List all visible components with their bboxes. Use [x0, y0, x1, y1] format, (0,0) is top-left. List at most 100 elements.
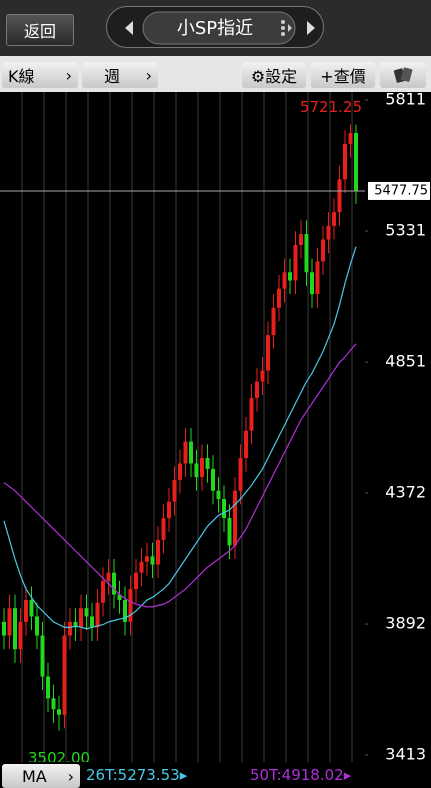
candle-body	[62, 635, 67, 715]
candle-body	[57, 709, 61, 715]
legend-name: 26T	[86, 766, 118, 784]
candle-body	[238, 458, 243, 491]
candle-body	[271, 307, 276, 336]
chart: 5811 5331 4851 4372 3892 3413 5477.75 5721.25 35…	[0, 92, 430, 762]
y-tick-label: 4372	[385, 482, 426, 501]
legend-entry: 50T4918.02▸	[250, 766, 351, 784]
settings-button[interactable]: ⚙設定	[242, 62, 306, 88]
candle-body	[101, 580, 105, 603]
candle-body	[112, 572, 116, 595]
y-tick-label: 4851	[385, 352, 426, 371]
candle-body	[227, 518, 232, 546]
candle-body	[73, 621, 78, 628]
indicator-label: MA	[22, 766, 47, 786]
back-button[interactable]: 返回	[6, 14, 74, 46]
candle-body	[40, 635, 45, 677]
top-bar: 返回 小SP指近	[0, 0, 431, 56]
candle-body	[266, 335, 270, 371]
rotate-button[interactable]	[380, 62, 426, 88]
candle-body	[310, 272, 314, 295]
candle-body	[337, 179, 342, 213]
candle-body	[156, 539, 160, 565]
candle-body	[128, 589, 133, 622]
symbol-selector[interactable]: 小SP指近	[106, 6, 324, 48]
candle-body	[326, 225, 331, 240]
candle-body	[79, 608, 83, 628]
candle-body	[51, 698, 56, 710]
y-tick-label: 5331	[385, 221, 426, 240]
candle-body	[90, 616, 94, 628]
candle-body	[288, 272, 292, 281]
candle-body	[189, 441, 193, 464]
dropdown-arrow: ›	[145, 65, 152, 85]
candle-body	[277, 288, 281, 308]
candle-body	[35, 616, 39, 636]
candle-body	[145, 556, 149, 562]
extreme-label: 5721.25	[300, 98, 362, 116]
candle-body	[321, 239, 325, 262]
legend-name: 50T	[250, 766, 282, 784]
candle-body	[205, 458, 210, 469]
last-price-box	[368, 181, 430, 200]
toolbar: K線 › 週 › ⚙設定 +查價	[0, 56, 431, 92]
candle-body	[24, 600, 28, 622]
extreme-label: 3502.00	[28, 749, 90, 762]
ma-line	[3, 343, 357, 608]
vertical-grid	[21, 92, 353, 762]
candle-body	[233, 490, 237, 546]
candle-body	[348, 132, 353, 144]
chart-type-label: K線	[8, 67, 35, 86]
y-tick-label: 3892	[385, 614, 426, 633]
chart-type-button[interactable]: K線 ›	[2, 62, 78, 88]
candle-body	[293, 244, 298, 281]
candle-body	[282, 272, 287, 289]
y-tick-label: 3413	[385, 744, 426, 762]
y-tick-label: 5811	[385, 92, 426, 108]
candle-body	[13, 608, 17, 650]
candle-body	[332, 212, 336, 226]
candle-body	[244, 430, 248, 459]
candle-body	[354, 132, 358, 191]
candle-body	[260, 370, 265, 382]
candle-body	[84, 608, 89, 617]
candle-body	[29, 600, 34, 617]
candle-body	[299, 234, 303, 245]
candle-body	[117, 594, 122, 601]
candle-body	[95, 602, 100, 628]
candle-body	[255, 381, 259, 398]
candle-body	[315, 261, 320, 295]
dropdown-arrow: ›	[65, 65, 72, 85]
candle-body	[167, 501, 171, 519]
period-button[interactable]: 週 ›	[82, 62, 158, 88]
legend-value: 4918.02	[281, 766, 344, 784]
candle-body	[46, 676, 50, 699]
candle-body	[343, 143, 347, 180]
candle-body	[18, 621, 23, 650]
dropdown-arrow: ›	[67, 766, 74, 786]
candle-body	[194, 463, 199, 478]
candle-body	[161, 518, 166, 540]
ma-line	[3, 246, 357, 630]
candle-body	[68, 621, 72, 636]
candle-body	[123, 600, 127, 622]
quote-button[interactable]: +查價	[311, 62, 375, 88]
candle-body	[200, 458, 204, 478]
candle-body	[106, 572, 111, 581]
legend-entry: 26T5273.53▸	[86, 766, 187, 784]
indicator-button[interactable]: MA ›	[2, 764, 80, 788]
candle-body	[304, 234, 309, 273]
bottom-bar: MA› 26T5273.53▸50T4918.02▸	[0, 762, 431, 788]
legend-arrow: ▸	[343, 766, 352, 784]
candle-body	[134, 572, 138, 590]
candle-body	[216, 490, 221, 499]
candle-body	[7, 608, 12, 636]
symbol-title: 小SP指近	[176, 18, 254, 39]
legend-value: 5273.53	[117, 766, 180, 784]
legend-arrow: ▸	[179, 766, 188, 784]
candle-body	[178, 463, 182, 480]
candle-body	[172, 479, 177, 502]
candle-body	[211, 468, 215, 491]
candle-body	[183, 441, 188, 464]
plot-area	[0, 92, 365, 762]
